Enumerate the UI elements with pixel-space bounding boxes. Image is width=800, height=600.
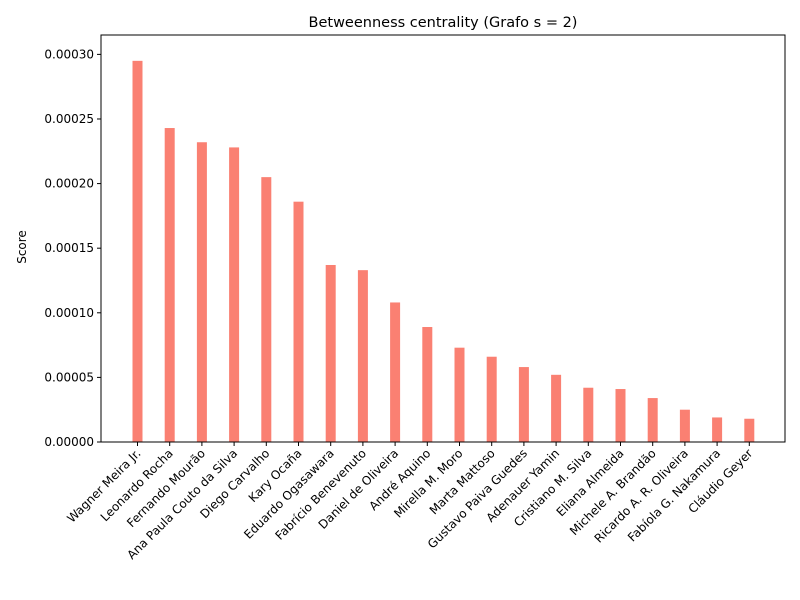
- bar: [357, 270, 368, 442]
- bar: [551, 374, 562, 442]
- y-tick-label: 0.00020: [44, 177, 94, 191]
- bar: [229, 147, 240, 442]
- bars-group: [132, 60, 755, 443]
- bar: [744, 418, 755, 442]
- bar: [261, 177, 272, 442]
- bar: [196, 142, 207, 443]
- y-tick-label: 0.00025: [44, 112, 94, 126]
- bar: [454, 347, 465, 442]
- bar: [679, 409, 690, 442]
- plot-frame: [100, 34, 786, 443]
- bar: [164, 128, 175, 442]
- bar: [583, 387, 594, 442]
- y-ticks-group: 0.00000 0.00005 0.00010 0.00015 0.00020 0.000…: [44, 47, 101, 449]
- bar: [325, 264, 336, 442]
- y-tick-label: 0.00010: [44, 306, 94, 320]
- bar: [293, 201, 304, 442]
- y-tick-label: 0.00000: [44, 435, 94, 449]
- bar: [132, 60, 143, 443]
- bar: [486, 356, 497, 442]
- bar: [422, 327, 433, 442]
- bar: [647, 398, 658, 442]
- y-tick-label: 0.00030: [44, 47, 94, 61]
- y-tick-label: 0.00015: [44, 241, 94, 255]
- bar: [390, 302, 401, 442]
- bar: [712, 417, 723, 442]
- chart-title: Betweenness centrality (Grafo s = 2): [309, 15, 578, 31]
- y-tick-label: 0.00005: [44, 370, 94, 384]
- bar: [518, 367, 529, 442]
- y-axis-label: Score: [15, 230, 29, 264]
- bar: [615, 389, 626, 442]
